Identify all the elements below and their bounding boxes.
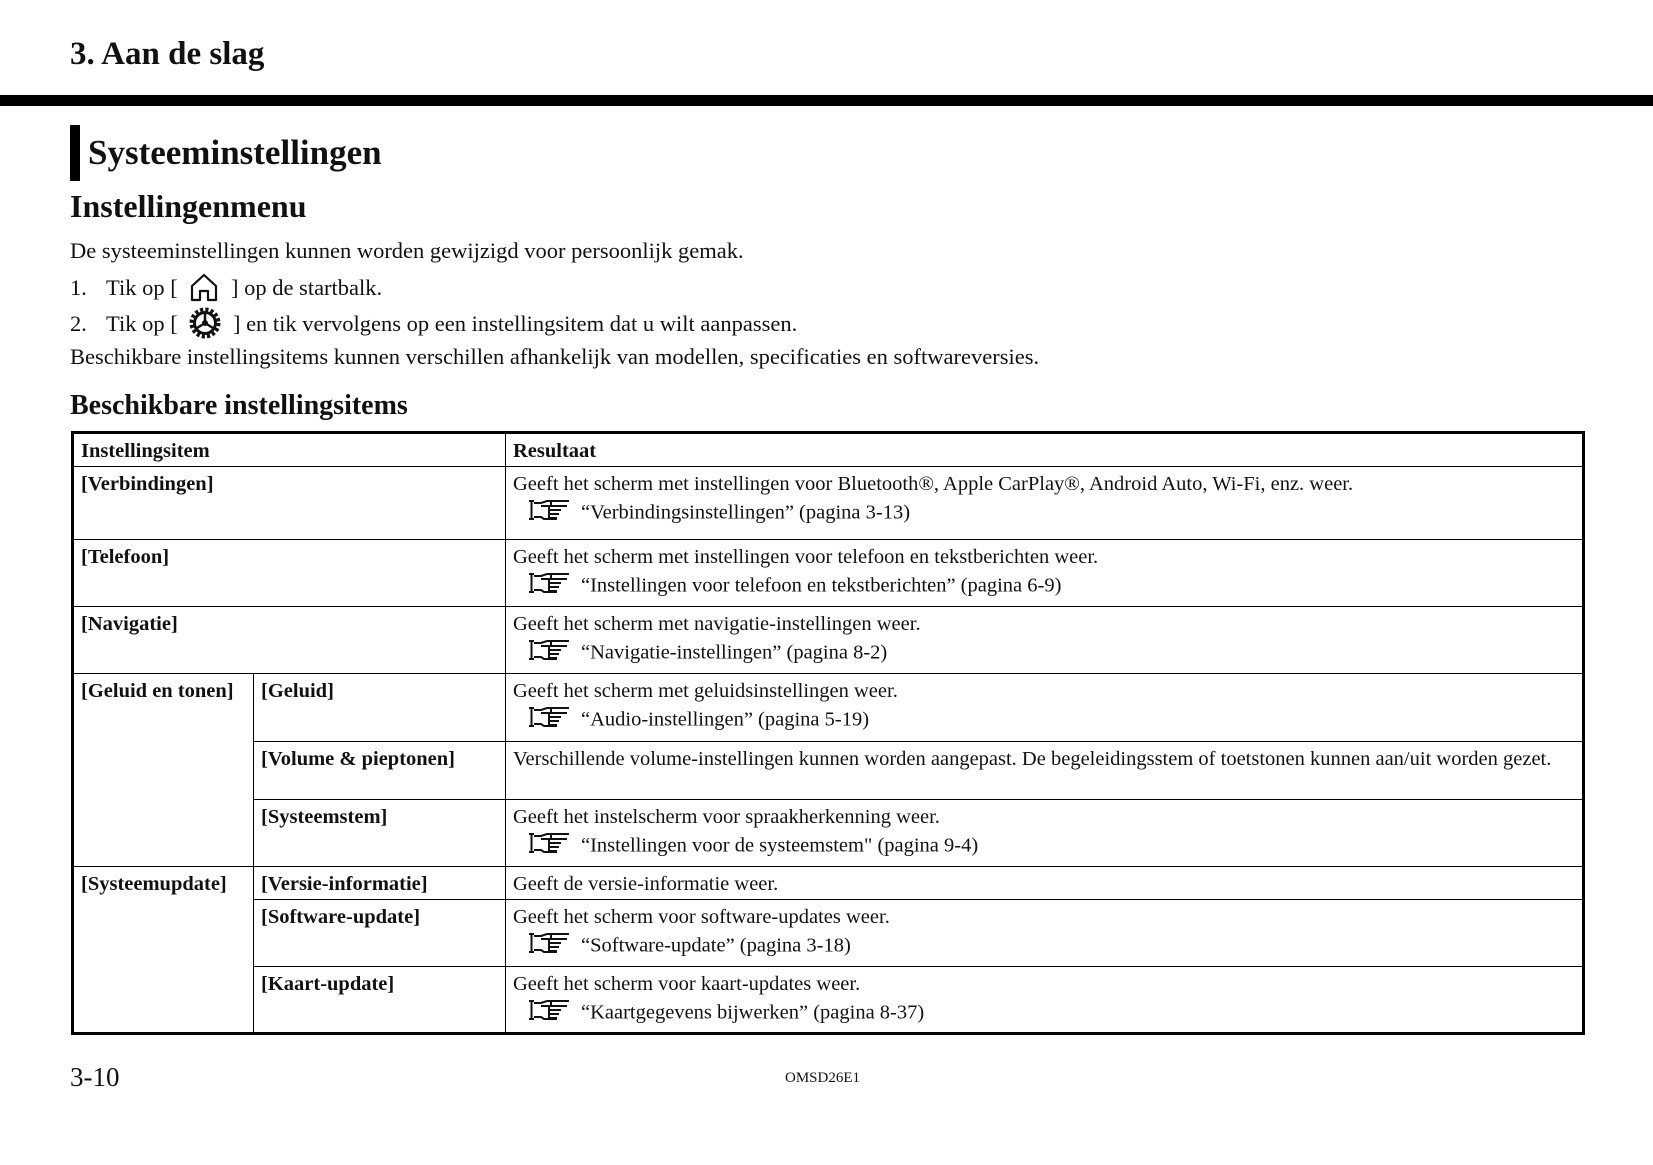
reference[interactable]: “Audio-instellingen” (pagina 5-19) (513, 705, 1575, 737)
reference-text: “Instellingen voor telefoon en tekstberi… (581, 574, 1062, 597)
item-cell: [Software-update] (253, 899, 506, 967)
result-cell: Geeft het scherm met instellingen voor B… (505, 466, 1584, 540)
table-row: [Software-update] Geeft het scherm voor … (73, 899, 1584, 967)
reference-text: “Instellingen voor de systeemstem" (pagi… (581, 834, 979, 857)
item-cell: [Systeemstem] (253, 799, 506, 867)
result-cell: Geeft het scherm voor software-updates w… (505, 899, 1584, 967)
gear-icon (189, 307, 221, 345)
table-row: [Telefoon] Geeft het scherm met instelli… (72, 539, 1584, 607)
result-cell: Geeft het scherm met instellingen voor t… (505, 539, 1584, 607)
pointing-hand-icon (527, 998, 573, 1030)
result-text: Geeft het scherm met navigatie-instellin… (513, 613, 921, 635)
reference-text: “Software-update” (pagina 3-18) (581, 934, 851, 957)
pointing-hand-icon (527, 571, 573, 603)
home-icon (189, 272, 219, 308)
step-text: ] op de startbalk. (230, 275, 383, 301)
table-row: [Navigatie] Geeft het scherm met navigat… (72, 606, 1584, 674)
intro-text: De systeeminstellingen kunnen worden gew… (70, 238, 744, 263)
reference[interactable]: “Verbindingsinstellingen” (pagina 3-13) (513, 498, 1575, 530)
result-text: Geeft het scherm voor kaart-updates weer… (513, 973, 861, 995)
pointing-hand-icon (527, 931, 573, 963)
item-cell: [Navigatie] (72, 606, 506, 674)
result-cell: Geeft de versie-informatie weer. (505, 866, 1584, 900)
pointing-hand-icon (527, 638, 573, 670)
step-text: Tik op [ (106, 275, 178, 301)
step-2: 2. Tik op [ ] en tik vervolgens op een in… (70, 307, 797, 345)
settings-table: Instellingsitem Resultaat [Verbindingen]… (71, 431, 1585, 1035)
page-number: 3-10 (70, 1062, 120, 1092)
section-heading: Systeeminstellingen (70, 125, 382, 181)
item-cell: [Telefoon] (72, 539, 506, 607)
result-cell: Verschillende volume-instellingen kunnen… (505, 741, 1584, 800)
chapter-title: 3. Aan de slag (70, 36, 265, 72)
group-cell: [Systeemupdate] (72, 866, 254, 1034)
step-number: 1. (70, 275, 87, 301)
document-code: OMSD26E1 (785, 1070, 861, 1086)
step-number: 2. (70, 311, 87, 337)
step-1: 1. Tik op [ ] op de startbalk. (70, 272, 382, 308)
subtitle: Instellingenmenu (70, 188, 307, 224)
header-divider (0, 95, 1653, 106)
result-text: Geeft het scherm met instellingen voor t… (513, 546, 1099, 568)
reference-text: “Audio-instellingen” (pagina 5-19) (581, 708, 870, 731)
item-cell: [Versie-informatie] (253, 866, 506, 900)
reference-text: “Verbindingsinstellingen” (pagina 3-13) (581, 501, 911, 524)
section-marker (70, 125, 80, 181)
reference-text: “Navigatie-instellingen” (pagina 8-2) (581, 641, 888, 664)
table-row: [Kaart-update] Geeft het scherm voor kaa… (73, 966, 1584, 1034)
item-cell: [Kaart-update] (253, 966, 506, 1034)
item-cell: [Geluid] (253, 673, 506, 742)
table-title: Beschikbare instellingsitems (70, 390, 408, 421)
item-cell: [Verbindingen] (72, 466, 506, 540)
table-row: [Systeemstem] Geeft het instelscherm voo… (73, 799, 1584, 867)
result-cell: Geeft het instelscherm voor spraakherken… (505, 799, 1584, 867)
result-text: Geeft het scherm voor software-updates w… (513, 906, 890, 928)
reference[interactable]: “Kaartgegevens bijwerken” (pagina 8-37) (513, 998, 1575, 1030)
step-text: Tik op [ (106, 311, 178, 337)
step-text: ] en tik vervolgens op een instellingsit… (232, 311, 798, 337)
result-text: Geeft het scherm met instellingen voor B… (513, 473, 1354, 495)
result-cell: Geeft het scherm voor kaart-updates weer… (505, 966, 1584, 1034)
result-cell: Geeft het scherm met geluidsinstellingen… (505, 673, 1584, 742)
reference-text: “Kaartgegevens bijwerken” (pagina 8-37) (581, 1001, 925, 1024)
pointing-hand-icon (527, 498, 573, 530)
table-row: [Verbindingen] Geeft het scherm met inst… (72, 466, 1584, 540)
item-cell: [Volume & pieptonen] (253, 741, 506, 800)
result-text: Geeft het instelscherm voor spraakherken… (513, 806, 940, 828)
table-header-row: Instellingsitem Resultaat (72, 432, 1584, 467)
table-row: [Volume & pieptonen] Verschillende volum… (73, 741, 1584, 800)
reference[interactable]: “Navigatie-instellingen” (pagina 8-2) (513, 638, 1575, 670)
table-row: [Geluid en tonen] [Geluid] Geeft het sch… (72, 673, 1584, 867)
result-cell: Geeft het scherm met navigatie-instellin… (505, 606, 1584, 674)
pointing-hand-icon (527, 831, 573, 863)
reference[interactable]: “Instellingen voor de systeemstem" (pagi… (513, 831, 1575, 863)
group-cell: [Geluid en tonen] (72, 673, 254, 867)
reference[interactable]: “Software-update” (pagina 3-18) (513, 931, 1575, 963)
header-result: Resultaat (505, 432, 1584, 467)
table-row: [Systeemupdate] [Versie-informatie] Geef… (72, 866, 1584, 1034)
section-title: Systeeminstellingen (88, 133, 382, 172)
note-text: Beschikbare instellingsitems kunnen vers… (70, 344, 1040, 369)
pointing-hand-icon (527, 705, 573, 737)
result-text: Geeft het scherm met geluidsinstellingen… (513, 680, 898, 702)
reference[interactable]: “Instellingen voor telefoon en tekstberi… (513, 571, 1575, 603)
header-item: Instellingsitem (72, 432, 506, 467)
